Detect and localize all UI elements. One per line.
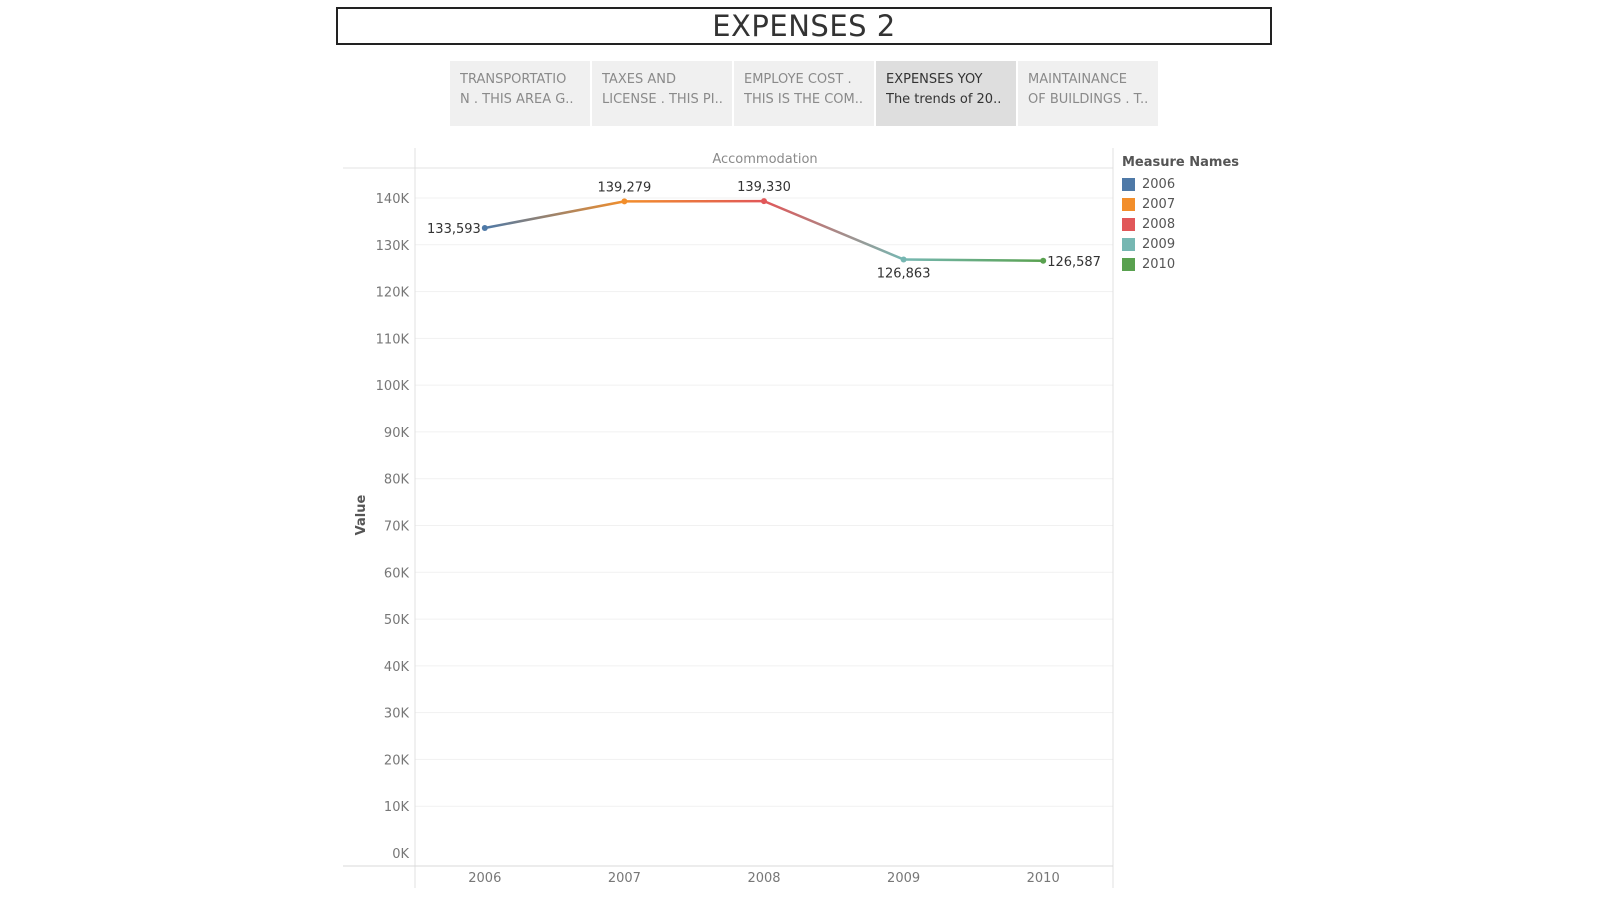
data-label-2006: 133,593 <box>427 222 481 237</box>
legend-swatch <box>1122 238 1135 251</box>
data-label-2010: 126,587 <box>1047 255 1101 270</box>
y-tick-label: 10K <box>384 800 410 815</box>
y-tick-label: 40K <box>384 660 410 675</box>
legend-item-2008[interactable]: 2008 <box>1122 214 1239 234</box>
y-tick-label: 130K <box>376 239 410 254</box>
y-tick-label: 90K <box>384 426 410 441</box>
legend-swatch <box>1122 258 1135 271</box>
x-tick-label: 2009 <box>887 871 920 886</box>
y-tick-label: 110K <box>376 332 410 347</box>
x-tick-label: 2008 <box>747 871 780 886</box>
line-segment <box>904 259 1044 260</box>
legend-title: Measure Names <box>1122 155 1239 170</box>
legend-item-2010[interactable]: 2010 <box>1122 254 1239 274</box>
x-tick-label: 2006 <box>468 871 501 886</box>
legend-swatch <box>1122 218 1135 231</box>
y-tick-label: 60K <box>384 566 410 581</box>
data-point-2008 <box>761 198 767 204</box>
y-tick-label: 20K <box>384 753 410 768</box>
data-label-2009: 126,863 <box>877 266 931 281</box>
y-tick-label: 140K <box>376 192 410 207</box>
y-tick-label: 50K <box>384 613 410 628</box>
data-label-2008: 139,330 <box>737 180 791 195</box>
y-tick-label: 0K <box>392 847 409 862</box>
legend-label: 2008 <box>1142 217 1175 232</box>
legend-item-2006[interactable]: 2006 <box>1122 174 1239 194</box>
y-tick-label: 30K <box>384 707 410 722</box>
legend-label: 2010 <box>1142 257 1175 272</box>
legend-label: 2009 <box>1142 237 1175 252</box>
x-tick-label: 2007 <box>608 871 641 886</box>
chart-header: Accommodation <box>712 152 817 167</box>
data-point-2009 <box>901 256 907 262</box>
legend-item-2007[interactable]: 2007 <box>1122 194 1239 214</box>
data-point-2006 <box>482 225 488 231</box>
line-segment <box>764 201 904 259</box>
y-tick-label: 100K <box>376 379 410 394</box>
line-segment <box>485 201 625 228</box>
x-tick-label: 2010 <box>1027 871 1060 886</box>
data-point-2007 <box>621 198 627 204</box>
legend-swatch <box>1122 198 1135 211</box>
legend-label: 2007 <box>1142 197 1175 212</box>
legend-swatch <box>1122 178 1135 191</box>
data-label-2007: 139,279 <box>598 180 652 195</box>
legend-label: 2006 <box>1142 177 1175 192</box>
data-point-2010 <box>1040 258 1046 264</box>
y-tick-label: 120K <box>376 286 410 301</box>
y-axis-title: Value <box>354 494 369 535</box>
legend-item-2009[interactable]: 2009 <box>1122 234 1239 254</box>
legend: Measure Names 2006 2007 2008 2009 2010 <box>1122 155 1239 274</box>
y-tick-label: 70K <box>384 520 410 535</box>
y-tick-label: 80K <box>384 473 410 488</box>
